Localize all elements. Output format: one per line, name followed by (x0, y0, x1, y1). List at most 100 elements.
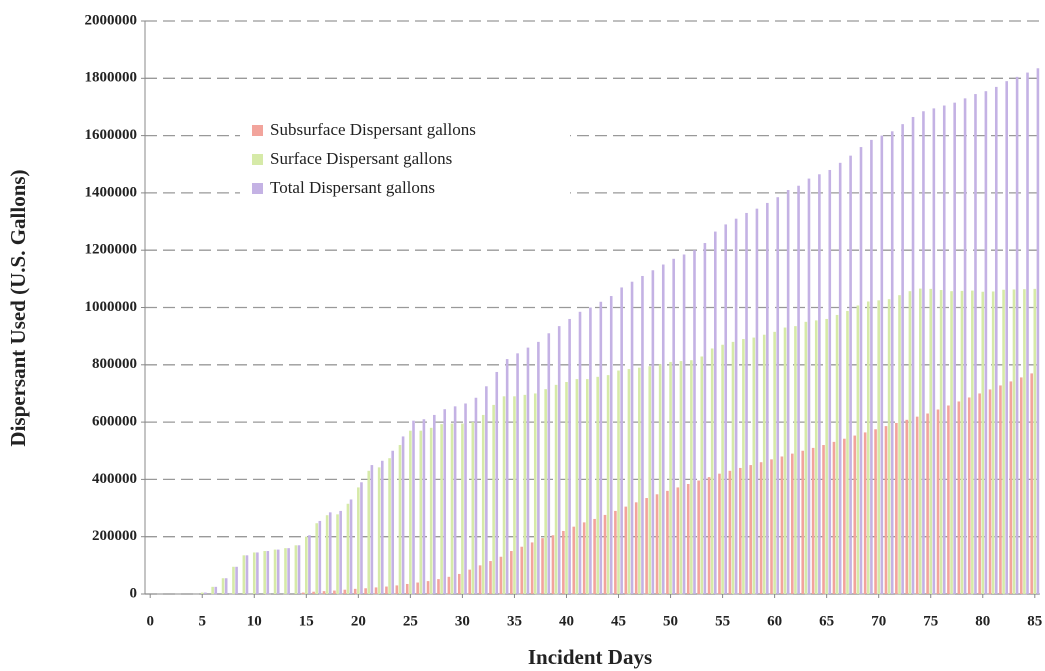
bar (481, 414, 485, 594)
x-tick-label: 50 (663, 613, 678, 629)
bar (297, 545, 301, 594)
bar (370, 465, 374, 594)
bar (374, 587, 378, 594)
x-tick-label: 85 (1027, 613, 1042, 629)
bar (818, 174, 821, 594)
bar (682, 254, 686, 594)
bar (513, 396, 516, 594)
bar (724, 224, 728, 595)
bar (939, 290, 943, 594)
bar (572, 526, 576, 594)
bar (887, 299, 891, 594)
bar (932, 108, 936, 594)
bar (988, 389, 992, 594)
bar (877, 300, 880, 594)
bar (807, 178, 811, 594)
bar (235, 566, 238, 594)
bar (801, 450, 805, 594)
legend-box (240, 115, 570, 215)
bar (562, 530, 565, 594)
bar (429, 427, 433, 594)
bar (703, 243, 707, 594)
bar (797, 185, 800, 595)
bar (541, 538, 544, 594)
bar (905, 419, 909, 594)
y-tick-label: 1400000 (85, 184, 138, 200)
bar (835, 314, 839, 594)
bar (520, 546, 524, 594)
bar (1023, 289, 1026, 594)
bar (1030, 373, 1033, 594)
bar (505, 359, 509, 594)
bar (890, 131, 894, 595)
bar (308, 535, 311, 594)
bar (328, 512, 332, 594)
y-axis-label: Dispersant Used (U.S. Gallons) (6, 169, 30, 446)
bar (200, 592, 204, 594)
bar (721, 344, 724, 594)
bar (339, 510, 342, 594)
bar (661, 264, 665, 594)
bar (492, 404, 495, 594)
bar (305, 536, 308, 594)
bar (380, 460, 384, 594)
bar (516, 353, 519, 594)
bar (412, 420, 415, 594)
bar (953, 102, 956, 594)
bar (794, 326, 797, 594)
bar (791, 453, 794, 594)
legend-label: Total Dispersant gallons (270, 178, 435, 197)
x-tick-label: 40 (559, 613, 574, 629)
bar (266, 551, 270, 594)
bar (589, 307, 592, 594)
bar (557, 326, 561, 594)
bar (367, 470, 371, 594)
bar (814, 320, 818, 594)
bar (377, 467, 381, 594)
bar (478, 565, 482, 594)
bar (353, 588, 357, 594)
bar (624, 506, 628, 594)
bar (510, 551, 513, 594)
bar (388, 458, 391, 594)
bar (994, 86, 998, 595)
y-tick-label: 1200000 (85, 242, 138, 258)
bar (874, 429, 877, 594)
bar (752, 337, 756, 594)
x-tick-label: 25 (403, 613, 418, 629)
bar (870, 139, 873, 594)
bar (461, 423, 464, 594)
bar (884, 426, 888, 594)
bar (422, 419, 426, 594)
bar (957, 401, 961, 594)
bar (838, 162, 842, 594)
bar (409, 430, 412, 594)
bar (349, 499, 353, 594)
x-axis-label: Incident Days (528, 645, 652, 669)
bar (426, 581, 430, 594)
bar (398, 445, 402, 594)
x-tick-label: 35 (507, 613, 522, 629)
bar (537, 341, 540, 594)
bar (648, 366, 652, 594)
bar (773, 331, 776, 594)
bar (447, 576, 451, 594)
x-tick-label: 0 (146, 613, 154, 629)
x-tick-label: 30 (455, 613, 470, 629)
bar (630, 281, 634, 594)
bar (603, 514, 607, 594)
bar (853, 435, 857, 594)
bar (385, 586, 388, 594)
bar (318, 520, 322, 594)
x-tick-label: 15 (299, 613, 314, 629)
y-tick-label: 200000 (92, 528, 137, 544)
bar (780, 456, 784, 594)
bar (547, 333, 551, 594)
bar (287, 548, 290, 594)
bar (926, 413, 929, 594)
bar (346, 503, 350, 594)
legend-swatch (252, 183, 263, 194)
bar (565, 381, 568, 594)
bar (679, 361, 683, 594)
bar (981, 291, 985, 594)
